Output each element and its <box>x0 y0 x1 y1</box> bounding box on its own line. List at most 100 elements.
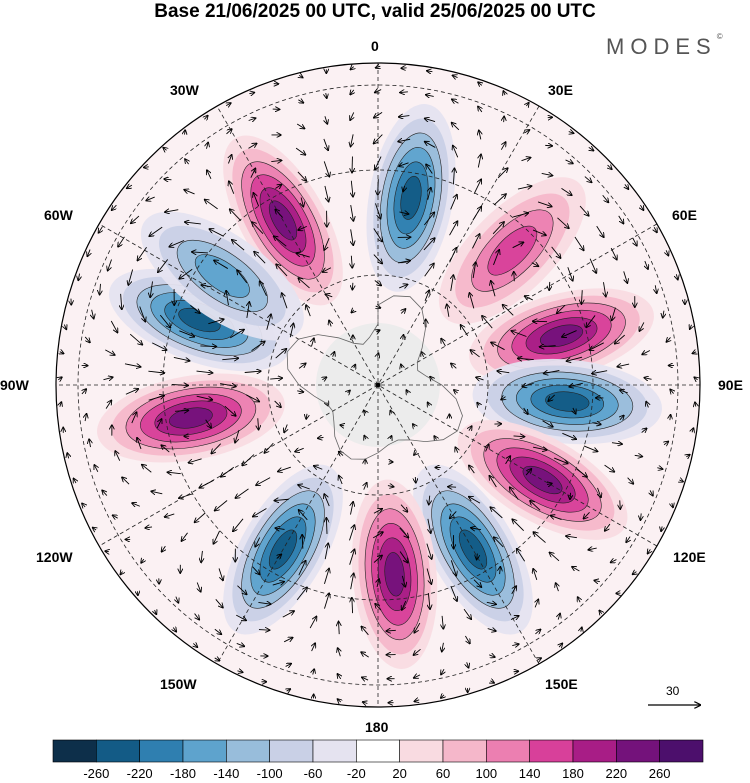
coastlines <box>286 295 463 460</box>
wind-arrow <box>318 437 324 438</box>
wind-arrow <box>204 116 207 120</box>
wind-arrow <box>313 669 314 675</box>
wind-arrow <box>82 389 86 394</box>
wind-arrow <box>493 194 506 206</box>
wind-arrow <box>309 617 316 629</box>
wind-arrow <box>128 269 134 284</box>
wind-arrow <box>537 201 552 207</box>
wind-arrow <box>248 143 256 149</box>
wind-arrow <box>450 511 457 518</box>
wind-arrow <box>451 275 454 292</box>
colorbar-swatch <box>529 739 574 763</box>
wind-arrow <box>193 643 197 647</box>
wind-arrow <box>322 377 326 379</box>
wind-arrow <box>401 364 402 368</box>
wind-arrow <box>574 236 584 250</box>
wind-arrow <box>541 173 553 175</box>
anomaly-contour <box>194 254 250 298</box>
wind-arrow <box>447 304 449 317</box>
wind-arrow <box>453 168 454 185</box>
wind-arrow <box>426 568 431 584</box>
lon-label-150e: 150E <box>545 676 578 692</box>
wind-arrow <box>60 352 64 354</box>
wind-arrow <box>666 250 668 255</box>
colorbar-tick-label: 180 <box>562 766 584 781</box>
wind-arrow <box>514 272 515 282</box>
wind-arrow <box>386 630 396 631</box>
wind-arrow <box>139 306 146 321</box>
wind-arrow <box>375 604 382 611</box>
wind-arrow <box>299 510 308 521</box>
wind-arrow <box>401 309 405 313</box>
wind-arrow <box>158 259 169 272</box>
wind-arrow <box>572 567 580 571</box>
wind-arrow <box>679 480 683 482</box>
lon-label-30w: 30W <box>170 82 199 98</box>
wind-arrow <box>199 479 214 487</box>
wind-arrow <box>640 205 643 210</box>
wind-arrow <box>414 648 421 655</box>
wind-arrow <box>639 322 645 331</box>
wind-arrow <box>58 377 61 380</box>
wind-arrow <box>306 305 311 317</box>
wind-arrow <box>427 71 433 72</box>
wind-arrow <box>296 123 304 129</box>
wind-arrow <box>247 302 249 318</box>
wind-arrow <box>544 370 560 373</box>
wind-arrow <box>214 628 221 634</box>
anomaly-lobe <box>140 211 304 341</box>
colorbar-tick-label: 60 <box>435 766 451 781</box>
wind-arrow <box>155 610 157 614</box>
wind-arrow <box>654 227 657 232</box>
wind-arrow <box>354 365 356 368</box>
wind-arrow <box>252 222 264 235</box>
wind-arrow <box>452 123 460 131</box>
colorbar-tick-label: -140 <box>213 766 240 781</box>
colorbar-tick-label: 20 <box>392 766 407 781</box>
wind-arrow <box>676 274 677 279</box>
wind-arrow <box>625 184 629 189</box>
wind-arrow <box>604 464 615 472</box>
wind-arrow <box>545 145 552 146</box>
wind-arrow <box>486 602 496 604</box>
wind-arrow <box>218 568 223 580</box>
wind-arrow <box>576 468 587 477</box>
wind-arrow <box>364 411 366 414</box>
wind-arrow <box>244 371 261 372</box>
wind-arrow <box>670 389 673 393</box>
wind-arrow <box>312 338 314 347</box>
wind-arrow <box>176 596 179 603</box>
wind-arrow <box>215 500 228 510</box>
wind-arrow <box>278 466 291 471</box>
wind-arrow <box>589 342 604 350</box>
wind-arrow <box>141 559 144 563</box>
colorbar-swatch <box>269 739 314 763</box>
wind-arrow <box>449 248 457 263</box>
wind-arrow <box>295 448 304 451</box>
wind-arrow <box>103 377 112 379</box>
wind-arrow <box>209 229 224 237</box>
wind-arrow <box>424 290 429 301</box>
wind-arrow <box>449 221 458 236</box>
wind-arrow <box>67 453 68 459</box>
wind-arrow <box>620 500 621 509</box>
anomaly-lobe <box>472 358 662 445</box>
colorbar-swatch <box>399 739 444 763</box>
wind-arrow <box>672 503 673 507</box>
wind-arrow <box>124 364 141 367</box>
wind-arrow <box>557 217 568 228</box>
wind-arrow <box>617 364 630 367</box>
anomaly-lobe <box>438 177 586 325</box>
colorbar-swatch <box>182 739 227 763</box>
wind-arrow <box>491 281 496 297</box>
wind-arrow <box>476 377 484 380</box>
wind-arrow <box>558 614 560 620</box>
colorbar-swatch <box>486 739 530 763</box>
wind-arrow <box>489 476 497 488</box>
wind-arrow <box>465 635 469 643</box>
wind-arrow <box>399 163 409 166</box>
wind-arrow <box>283 638 292 643</box>
wind-arrow <box>361 652 369 658</box>
wind-arrow <box>551 516 562 520</box>
